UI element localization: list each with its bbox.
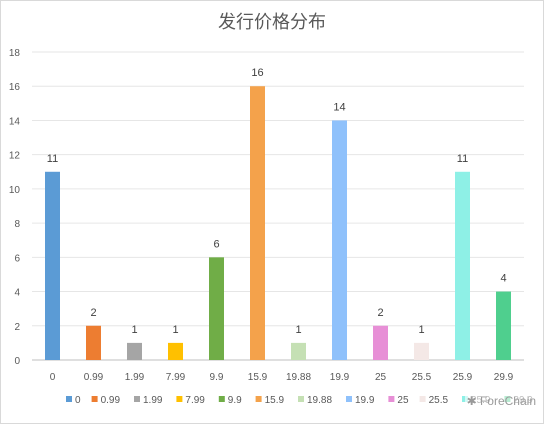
data-label: 14: [333, 101, 345, 113]
legend-swatch: [419, 396, 426, 402]
legend-label: 25: [397, 395, 409, 406]
x-tick-label: 15.9: [248, 372, 268, 383]
y-tick-label: 6: [14, 253, 20, 264]
y-tick-label: 10: [9, 185, 21, 196]
legend-label: 19.9: [355, 395, 375, 406]
bar: [332, 120, 347, 360]
bar: [45, 171, 60, 360]
y-tick-label: 0: [14, 356, 20, 367]
legend-label: 9.9: [228, 395, 242, 406]
watermark-icon: ✱: [466, 394, 477, 408]
x-tick-label: 19.88: [286, 372, 311, 383]
x-tick-label: 0: [50, 372, 56, 383]
legend-swatch: [218, 396, 225, 402]
x-tick-label: 25.5: [412, 372, 432, 383]
y-tick-label: 18: [9, 48, 21, 59]
bar: [373, 325, 388, 360]
data-label: 11: [457, 153, 468, 165]
x-tick-label: 0.99: [84, 372, 104, 383]
legend-swatch: [255, 396, 262, 402]
watermark: ✱ ForeChain: [464, 394, 538, 408]
legend-label: 7.99: [185, 395, 205, 406]
data-label: 1: [295, 324, 301, 336]
y-tick-label: 2: [14, 322, 20, 333]
legend-label: 15.9: [265, 395, 285, 406]
x-tick-label: 1.99: [125, 372, 145, 383]
x-tick-label: 7.99: [166, 372, 186, 383]
legend-swatch: [66, 396, 72, 402]
legend-label: 25.5: [429, 395, 449, 406]
bar: [291, 342, 306, 360]
data-label: 1: [418, 324, 424, 336]
legend-label: 1.99: [143, 395, 163, 406]
watermark-text: ForeChain: [479, 394, 536, 408]
bar: [414, 342, 429, 360]
data-label: 6: [213, 238, 219, 250]
legend-swatch: [134, 396, 140, 402]
legend-swatch: [388, 396, 395, 402]
legend-swatch: [346, 396, 352, 402]
data-label: 4: [500, 273, 506, 285]
x-tick-label: 9.9: [210, 372, 224, 383]
bar: [209, 257, 224, 360]
data-label: 2: [377, 307, 383, 319]
y-tick-label: 8: [14, 219, 20, 230]
y-tick-label: 14: [9, 116, 21, 127]
x-tick-label: 19.9: [330, 372, 350, 383]
bar: [86, 325, 101, 360]
legend-label: 0: [75, 395, 81, 406]
data-label: 11: [47, 153, 58, 165]
legend-swatch: [176, 396, 183, 402]
bar: [250, 86, 265, 360]
bar: [127, 342, 142, 360]
bar: [168, 342, 183, 360]
legend-label: 19.88: [307, 395, 332, 406]
x-tick-label: 29.9: [494, 372, 514, 383]
data-label: 16: [251, 67, 263, 79]
x-tick-label: 25.9: [453, 372, 473, 383]
data-label: 2: [90, 307, 96, 319]
y-tick-label: 16: [9, 82, 21, 93]
y-tick-label: 4: [14, 288, 20, 299]
bar: [496, 291, 511, 360]
legend-swatch: [298, 396, 304, 402]
legend-swatch: [91, 396, 98, 402]
chart-title: 发行价格分布: [218, 12, 326, 33]
y-tick-label: 12: [9, 151, 21, 162]
data-label: 1: [172, 324, 178, 336]
legend-label: 0.99: [101, 395, 121, 406]
data-label: 1: [131, 324, 137, 336]
x-tick-label: 25: [375, 372, 387, 383]
bar: [455, 171, 470, 360]
